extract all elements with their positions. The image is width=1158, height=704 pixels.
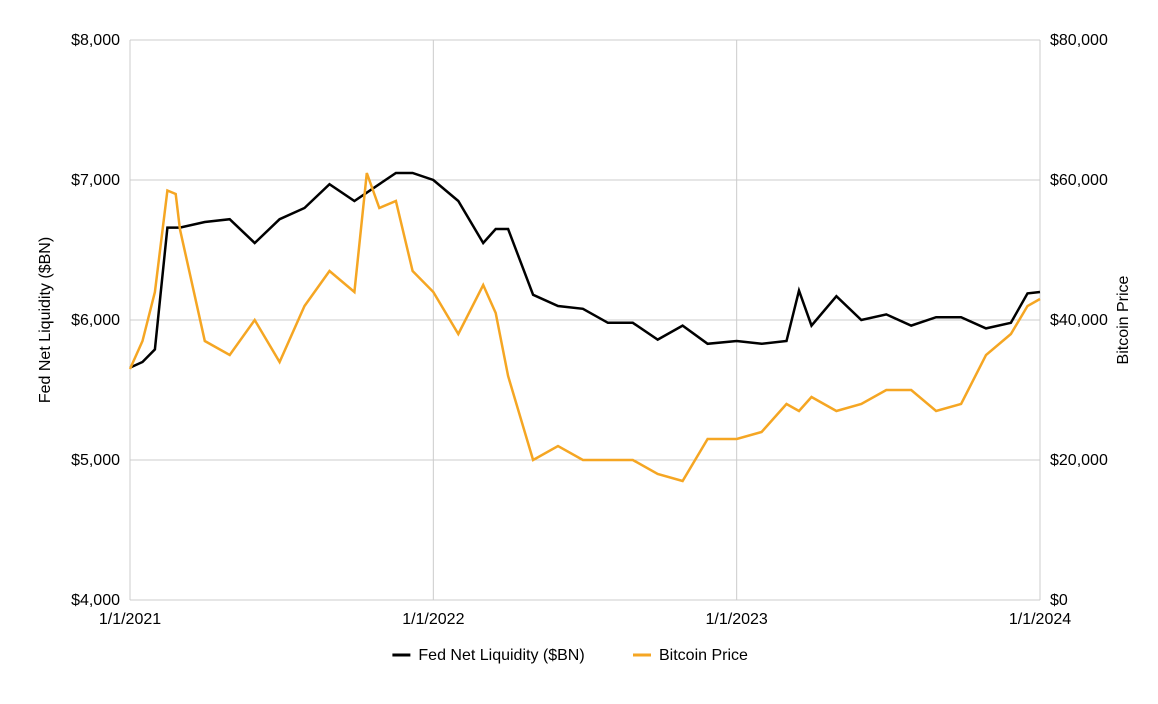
y2-tick-label: $80,000 [1050, 32, 1108, 49]
y2-tick-label: $0 [1050, 592, 1068, 609]
y1-tick-label: $8,000 [71, 32, 120, 49]
chart-background [0, 0, 1158, 704]
legend-label: Fed Net Liquidity ($BN) [418, 647, 584, 664]
y1-tick-label: $5,000 [71, 452, 120, 469]
y2-tick-label: $20,000 [1050, 452, 1108, 469]
legend-label: Bitcoin Price [659, 647, 748, 664]
y1-tick-label: $7,000 [71, 172, 120, 189]
x-tick-label: 1/1/2024 [1009, 611, 1071, 628]
x-tick-label: 1/1/2021 [99, 611, 161, 628]
y2-tick-label: $60,000 [1050, 172, 1108, 189]
x-tick-label: 1/1/2023 [706, 611, 768, 628]
y1-axis-label: Fed Net Liquidity ($BN) [37, 237, 54, 403]
dual-axis-line-chart: $4,000 $5,000 $6,000 $7,000 $8,000 $0 $20,000 $… [0, 0, 1158, 704]
y2-tick-label: $40,000 [1050, 312, 1108, 329]
y1-tick-label: $6,000 [71, 312, 120, 329]
chart-container: $4,000 $5,000 $6,000 $7,000 $8,000 $0 $20,000 $… [0, 0, 1158, 704]
y1-tick-label: $4,000 [71, 592, 120, 609]
x-tick-label: 1/1/2022 [402, 611, 464, 628]
y2-axis-label: Bitcoin Price [1115, 275, 1132, 364]
